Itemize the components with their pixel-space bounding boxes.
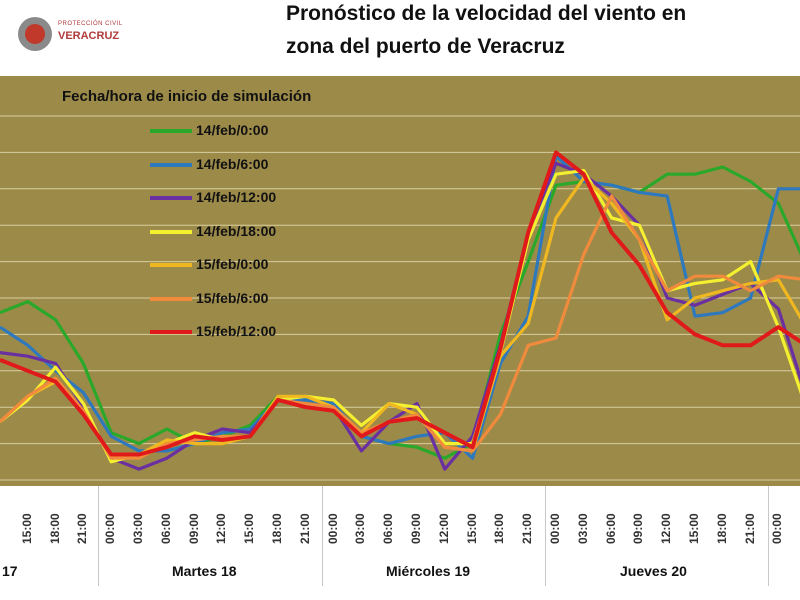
x-tick-label: 21:00 [742, 513, 757, 544]
x-tick-label: 03:00 [575, 513, 590, 544]
series-line-7 [0, 150, 800, 457]
legend-label: 14/feb/0:00 [196, 122, 269, 138]
header: PROTECCIÓN CIVIL VERACRUZ Pronóstico de … [0, 0, 800, 76]
civil-protection-seal-icon [18, 17, 52, 51]
legend-label: 15/feb/6:00 [196, 289, 269, 306]
legend-swatch [150, 129, 192, 133]
legend-label: 14/feb/18:00 [196, 222, 277, 239]
legend-swatch [150, 263, 192, 267]
x-tick-label: 03:00 [353, 513, 368, 544]
x-tick-label: 18:00 [47, 513, 62, 544]
x-tick-label: 12:00 [659, 513, 674, 544]
legend-title: Fecha/hora de inicio de simulación [62, 88, 312, 105]
x-tick-label: 09:00 [409, 513, 423, 544]
x-tick-label: 00:00 [770, 513, 785, 544]
chart-title-line-2: zona del puerto de Veracruz [286, 35, 565, 58]
logo-text: VERACRUZ [58, 30, 120, 42]
legend-label: 14/feb/6:00 [196, 155, 269, 172]
x-tick-label: 03:00 [131, 513, 145, 544]
x-tick-label: 21:00 [297, 513, 312, 544]
legend-swatch [150, 162, 192, 167]
x-tick-label: 00:00 [103, 513, 118, 544]
day-separator [322, 486, 323, 586]
x-tick-label: 06:00 [158, 513, 173, 544]
x-tick-label: 18:00 [492, 513, 507, 544]
legend-swatch [150, 330, 192, 334]
x-tick-label: 15:00 [687, 513, 701, 544]
legend-swatch [150, 229, 192, 234]
x-tick-label: 06:00 [381, 513, 396, 544]
chart-title-line-1: Pronóstico de la velocidad del viento en [286, 2, 687, 25]
x-tick-label: 21:00 [520, 513, 535, 544]
x-tick-label: 09:00 [631, 513, 646, 544]
legend-label: 15/feb/0:00 [196, 256, 269, 272]
day-separator [98, 486, 99, 586]
day-label: Martes 18 [172, 563, 237, 579]
series-line-2 [0, 154, 800, 460]
legend-label: 14/feb/12:00 [196, 189, 277, 205]
x-tick-label: 12:00 [214, 513, 229, 544]
legend-swatch [150, 196, 192, 200]
x-tick-label: 06:00 [603, 513, 618, 544]
x-tick-label: 18:00 [270, 513, 284, 544]
x-tick-label: 18:00 [714, 513, 729, 544]
series-line-6 [0, 194, 800, 460]
x-tick-label: 12:00 [436, 513, 451, 544]
wind-speed-chart [0, 76, 800, 486]
series-line-1 [0, 165, 800, 460]
x-tick-label: 09:00 [186, 513, 201, 544]
x-tick-label: 21:00 [75, 513, 90, 544]
x-tick-label: 00:00 [325, 513, 340, 544]
x-tick-label: 15:00 [242, 513, 257, 544]
x-tick-label: 00:00 [548, 513, 562, 544]
day-separator [545, 486, 546, 586]
day-label: 17 [2, 563, 18, 579]
day-label: Miércoles 19 [386, 563, 471, 579]
day-label: Jueves 20 [620, 563, 687, 579]
x-tick-label: 15:00 [19, 513, 34, 544]
series-lines [0, 150, 800, 471]
legend-label: 15/feb/12:00 [196, 323, 277, 339]
legend-swatch [150, 296, 192, 301]
plot-background [0, 76, 800, 486]
logo-subtext: PROTECCIÓN CIVIL [58, 21, 123, 27]
x-tick-label: 15:00 [464, 513, 479, 544]
day-separator [768, 486, 769, 586]
